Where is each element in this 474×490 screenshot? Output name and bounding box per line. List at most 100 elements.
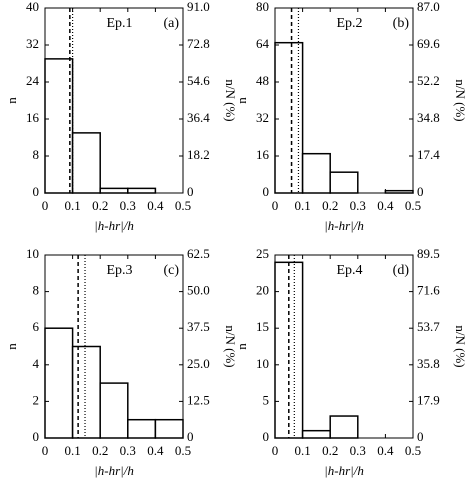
y2-tick-label: 36.4 (187, 110, 210, 125)
annotation: Ep.2 (336, 16, 362, 31)
x-axis-label: |h-hr|/h (94, 463, 134, 478)
plot-frame (44, 254, 184, 439)
y2-tick-label: 89.5 (417, 246, 440, 261)
y-tick-label: 32 (26, 36, 39, 51)
y2-tick-label: 91.0 (187, 0, 210, 14)
x-tick-label: 0 (272, 443, 279, 458)
y-tick-label: 8 (33, 147, 40, 162)
y2-tick-label: 0 (187, 429, 194, 444)
annotation: Ep.3 (106, 263, 132, 278)
y2-tick-label: 71.6 (417, 283, 440, 298)
x-tick-label: 0.3 (350, 198, 366, 213)
x-tick-label: 0.3 (120, 443, 136, 458)
panel-label: (b) (393, 16, 410, 31)
y2-tick-label: 0 (187, 184, 194, 199)
y2-tick-label: 12.5 (187, 392, 210, 407)
y2-tick-label: 37.5 (187, 319, 210, 334)
annotation: Ep.4 (336, 263, 362, 278)
y-tick-label: 20 (256, 283, 269, 298)
bar (127, 187, 157, 194)
bar (99, 187, 129, 194)
y-tick-label: 40 (26, 0, 39, 14)
y-tick-label: 80 (256, 0, 269, 14)
bar (329, 415, 359, 439)
plot-frame (44, 7, 184, 194)
x-tick-label: 0 (42, 443, 49, 458)
y-tick-label: 8 (33, 283, 40, 298)
bar (99, 382, 129, 439)
y2-tick-label: 54.6 (187, 73, 210, 88)
y2-tick-label: 25.0 (187, 356, 210, 371)
y2-tick-label: 34.8 (417, 110, 440, 125)
x-tick-label: 0.2 (322, 198, 338, 213)
y2-axis-label: n/N (%) (223, 79, 238, 121)
y2-tick-label: 62.5 (187, 246, 210, 261)
y-tick-label: 10 (256, 356, 269, 371)
x-axis-label: |h-hr|/h (324, 218, 364, 233)
x-tick-label: 0 (42, 198, 49, 213)
y-tick-label: 16 (26, 110, 40, 125)
bar (44, 58, 74, 194)
y2-axis-label: n/N (%) (453, 325, 468, 367)
y2-axis-label: n/N (%) (453, 79, 468, 121)
plot-frame (274, 7, 414, 194)
y-axis-label: n (4, 343, 19, 350)
x-tick-label: 0 (272, 198, 279, 213)
x-tick-label: 0.2 (92, 198, 108, 213)
y2-tick-label: 17.9 (417, 392, 440, 407)
y-tick-label: 0 (263, 184, 270, 199)
bar (154, 418, 184, 439)
x-tick-label: 0.5 (405, 198, 421, 213)
x-axis-label: |h-hr|/h (94, 218, 134, 233)
bar (44, 327, 74, 439)
y-tick-label: 16 (256, 147, 270, 162)
y-tick-label: 24 (26, 73, 40, 88)
y-tick-label: 6 (33, 319, 40, 334)
y2-tick-label: 18.2 (187, 147, 210, 162)
bar (301, 152, 331, 194)
y2-tick-label: 87.0 (417, 0, 440, 14)
y2-tick-label: 69.6 (417, 36, 440, 51)
x-tick-label: 0.5 (175, 443, 191, 458)
x-tick-label: 0.4 (147, 198, 164, 213)
x-tick-label: 0.2 (322, 443, 338, 458)
y2-tick-label: 53.7 (417, 319, 440, 334)
y2-tick-label: 0 (417, 184, 424, 199)
panel-label: (d) (393, 263, 410, 278)
x-tick-label: 0.4 (377, 198, 394, 213)
x-tick-label: 0.4 (147, 443, 164, 458)
panel-label: (a) (163, 16, 179, 31)
y-axis-label: n (234, 97, 249, 104)
y-tick-label: 32 (256, 110, 269, 125)
x-tick-label: 0.2 (92, 443, 108, 458)
y2-tick-label: 50.0 (187, 283, 210, 298)
y-axis-label: n (4, 97, 19, 104)
annotation: Ep.1 (106, 16, 132, 31)
bar (127, 418, 157, 439)
y-tick-label: 15 (256, 319, 269, 334)
y2-tick-label: 35.8 (417, 356, 440, 371)
x-tick-label: 0.5 (405, 443, 421, 458)
y2-tick-label: 17.4 (417, 147, 440, 162)
y-tick-label: 5 (263, 392, 270, 407)
y-tick-label: 0 (33, 429, 40, 444)
x-tick-label: 0.1 (64, 198, 80, 213)
y-tick-label: 10 (26, 246, 39, 261)
x-tick-label: 0.4 (377, 443, 394, 458)
x-axis-label: |h-hr|/h (324, 463, 364, 478)
panel-label: (c) (163, 263, 179, 278)
plot-frame (274, 254, 414, 439)
x-tick-label: 0.1 (64, 443, 80, 458)
y2-axis-label: n/N (%) (223, 325, 238, 367)
y-tick-label: 48 (256, 73, 269, 88)
y2-tick-label: 0 (417, 429, 424, 444)
y-tick-label: 0 (263, 429, 270, 444)
bar (71, 345, 101, 439)
y-tick-label: 4 (33, 356, 40, 371)
y-axis-label: n (234, 343, 249, 350)
y-tick-label: 25 (256, 246, 269, 261)
x-tick-label: 0.1 (294, 198, 310, 213)
bar (71, 132, 101, 194)
x-tick-label: 0.1 (294, 443, 310, 458)
